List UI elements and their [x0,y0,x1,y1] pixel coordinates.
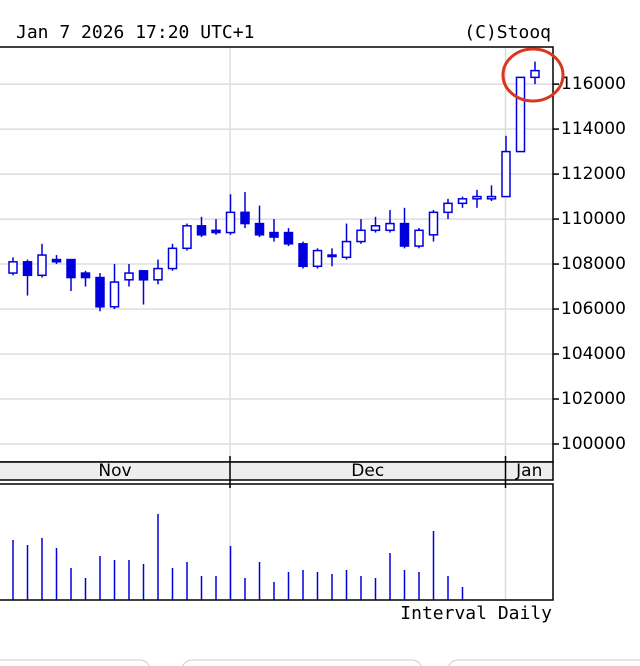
candle-body [167,247,178,270]
month-label: Dec [351,461,384,481]
candle-body [37,254,47,277]
candle-body [22,261,33,277]
candle-body [80,272,91,279]
y-tick-label: 112000 [561,164,626,184]
candle-body [109,281,120,308]
y-tick-label: 106000 [561,299,626,319]
interval-label: Interval Daily [400,603,552,624]
y-tick-label: 116000 [561,74,626,94]
y-tick-label: 104000 [561,344,626,364]
candle-body [8,261,18,274]
candle-body [486,195,497,200]
candle-body [341,240,352,259]
candle-body [153,267,163,281]
month-band [0,461,554,481]
y-tick-label: 114000 [561,119,626,139]
candle-body [254,222,265,236]
candle-body [472,195,482,200]
candle-body [51,258,62,263]
month-label: Nov [98,461,131,481]
highlight-circle [501,47,565,103]
month-label: Jan [515,461,542,481]
candle-body [457,198,468,205]
candle-body [182,225,192,250]
candle-body [530,69,540,79]
timestamp: Jan 7 2026 17:20 UTC+1 [16,22,254,43]
button[interactable] [182,659,422,666]
candle-body [211,229,221,234]
candle-body [66,258,76,279]
y-tick-label: 100000 [561,434,626,454]
candle-body [327,254,337,258]
candle-body [443,202,453,214]
source: (C)Stooq [464,22,551,43]
candle-body [428,211,439,236]
candle-body [196,225,207,236]
candle-body [370,225,381,232]
candle-body [298,243,308,268]
button[interactable] [448,659,640,666]
candle-body [269,231,279,238]
candle-body [385,222,395,232]
y-tick-label: 108000 [561,254,626,274]
candle-body [95,276,105,308]
candle-body [501,150,511,198]
candle-body [124,272,134,281]
candle-body [414,229,424,247]
candle-body [399,222,410,247]
candle-body [283,231,294,245]
candle-body [356,229,366,243]
y-tick-label: 102000 [561,389,626,409]
candle-body [312,249,323,268]
candle-body [225,211,236,234]
candle-body [515,76,526,153]
button[interactable] [0,659,150,666]
volume-frame [0,483,554,601]
candle-body [240,211,250,225]
candle-body [138,270,149,281]
y-tick-label: 110000 [561,209,626,229]
